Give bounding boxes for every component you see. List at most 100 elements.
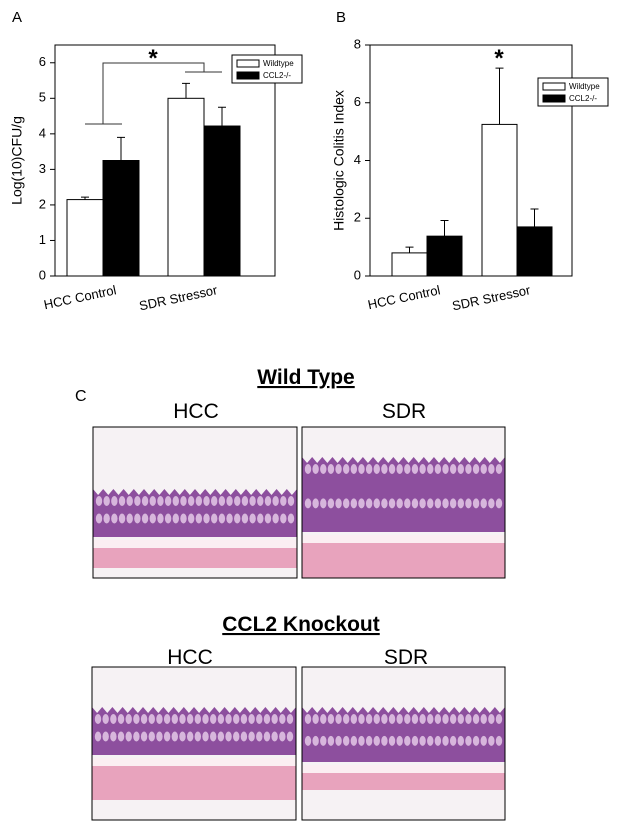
panel-label: C <box>75 388 87 405</box>
gland <box>240 714 248 724</box>
bar <box>391 252 428 277</box>
gland <box>327 464 335 474</box>
gland <box>488 714 495 724</box>
gland <box>411 735 419 746</box>
gland <box>118 496 126 506</box>
gland <box>465 714 472 724</box>
gland <box>156 714 163 724</box>
gland <box>103 513 110 524</box>
x-tick-label: SDR Stressor <box>451 282 532 313</box>
image-frame <box>301 666 506 821</box>
gland <box>396 714 403 724</box>
muscle <box>302 543 505 578</box>
legend-label: Wildtype <box>569 82 600 91</box>
gland <box>272 513 279 524</box>
gland <box>217 714 225 724</box>
gland <box>249 513 256 524</box>
gland <box>111 513 118 524</box>
y-tick-label: 6 <box>354 94 361 109</box>
gland <box>134 496 141 506</box>
submucosa <box>302 765 505 773</box>
gland <box>434 714 442 724</box>
gland <box>304 498 312 509</box>
y-tick-label: 1 <box>39 232 46 247</box>
gland <box>203 496 210 506</box>
gland <box>226 496 233 506</box>
gland <box>234 513 241 524</box>
gland <box>327 498 335 509</box>
gland <box>449 714 457 724</box>
annotation: * <box>494 45 504 72</box>
gland <box>164 496 172 506</box>
legend-swatch <box>236 59 260 68</box>
gland <box>287 513 295 524</box>
gland <box>388 464 396 474</box>
gland <box>419 498 426 509</box>
gland <box>280 513 287 524</box>
gland <box>225 714 232 724</box>
gland <box>218 513 226 524</box>
gland <box>312 735 319 746</box>
gland <box>434 464 442 474</box>
error-bar <box>81 196 89 200</box>
gland <box>457 498 464 509</box>
gland <box>388 735 396 746</box>
gland <box>320 735 327 746</box>
gland <box>257 513 264 524</box>
gland <box>194 714 202 724</box>
column-label: SDR <box>384 646 428 669</box>
gland <box>257 496 264 506</box>
gland <box>365 735 373 746</box>
column-label: SDR <box>382 400 426 423</box>
gland <box>373 464 380 474</box>
gland <box>396 735 403 746</box>
gland <box>343 464 350 474</box>
annotation: * <box>148 45 158 72</box>
y-tick-label: 8 <box>354 36 361 51</box>
x-tick-label: HCC Control <box>366 282 441 312</box>
gland <box>427 735 434 746</box>
gland <box>472 464 480 474</box>
gland <box>350 464 358 474</box>
gland <box>279 731 286 742</box>
gland <box>335 714 342 724</box>
gland <box>186 714 194 724</box>
mucosa <box>92 707 296 755</box>
histology-image <box>92 426 298 579</box>
bar <box>516 226 553 277</box>
gland <box>280 496 287 506</box>
gland <box>396 498 403 509</box>
gland <box>480 735 487 746</box>
gland <box>480 498 487 509</box>
column-label: HCC <box>173 400 219 423</box>
gland <box>149 513 156 524</box>
y-tick-label: 2 <box>39 196 46 211</box>
gland <box>365 498 373 509</box>
gland <box>171 714 178 724</box>
gland <box>187 496 195 506</box>
legend-label: CCL2-/- <box>569 94 597 103</box>
gland <box>179 731 186 742</box>
gland <box>211 496 218 506</box>
y-tick-label: 6 <box>39 54 46 69</box>
gland <box>381 464 388 474</box>
gland <box>95 496 103 506</box>
gland <box>271 714 278 724</box>
gland <box>434 498 442 509</box>
gland <box>164 513 172 524</box>
gland <box>203 513 210 524</box>
gland <box>365 464 373 474</box>
panel-label: A <box>12 9 22 26</box>
gland <box>264 513 272 524</box>
image-frame <box>91 666 297 821</box>
gland <box>141 513 149 524</box>
gland <box>94 731 102 742</box>
gland <box>465 735 472 746</box>
gland <box>117 714 125 724</box>
y-tick-label: 0 <box>354 267 361 282</box>
significance-bracket <box>85 62 222 125</box>
y-tick-label: 0 <box>39 267 46 282</box>
gland <box>388 498 396 509</box>
gland <box>141 496 149 506</box>
gland <box>194 731 202 742</box>
